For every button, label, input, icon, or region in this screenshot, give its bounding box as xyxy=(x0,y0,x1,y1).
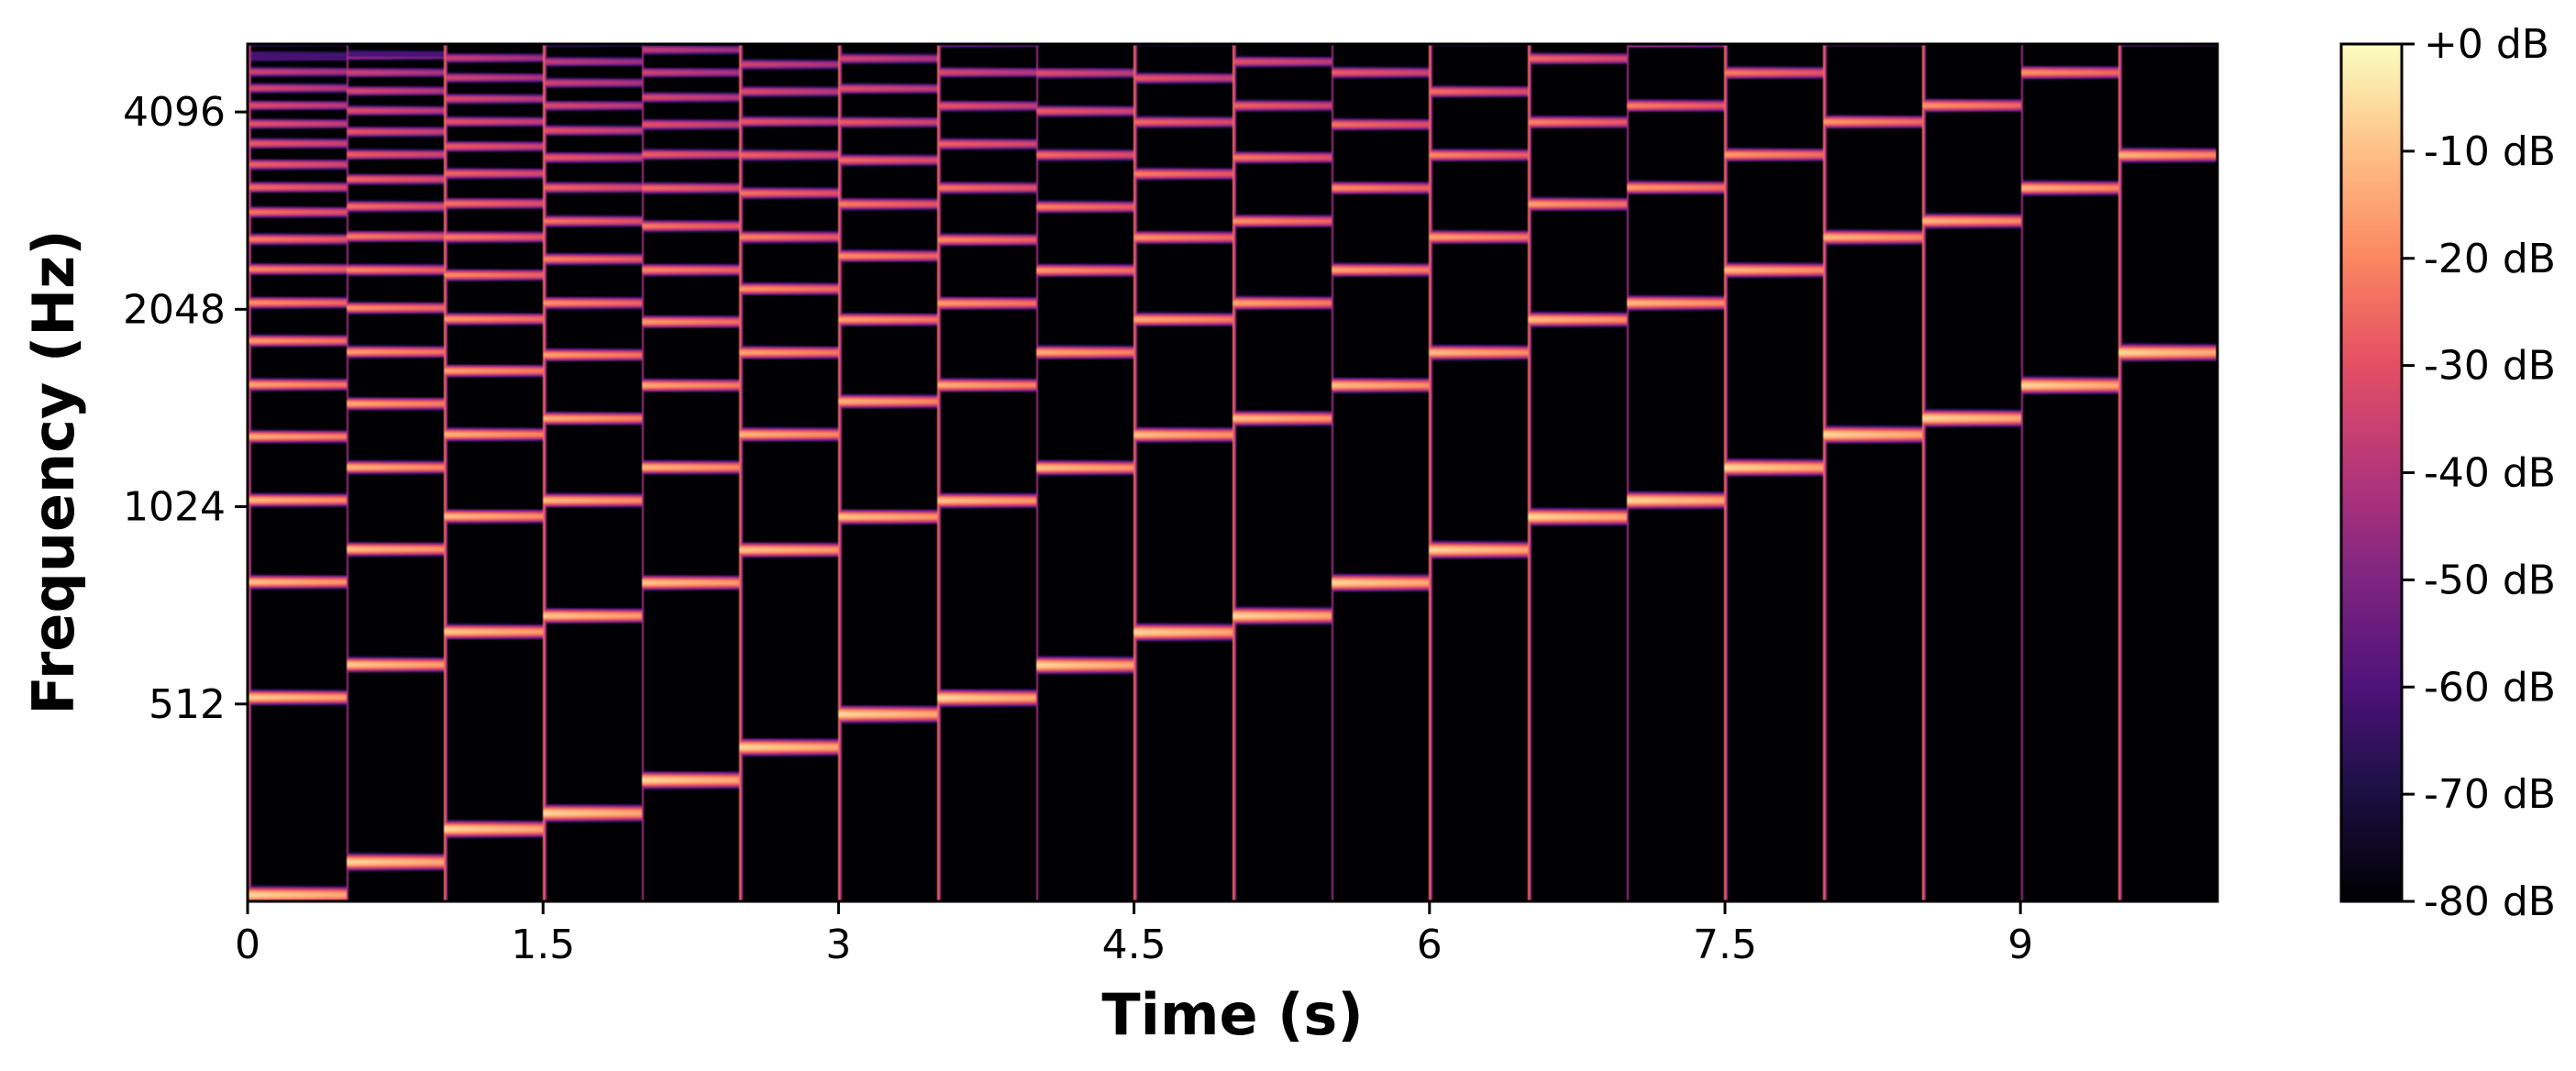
x-tick-label: 0 xyxy=(235,922,260,968)
x-tick-label: 7.5 xyxy=(1693,922,1757,968)
colorbar-tick-label: +0 dB xyxy=(2424,21,2549,68)
colorbar-tick-label: -60 dB xyxy=(2424,664,2556,711)
x-tick-label: 9 xyxy=(2007,922,2033,968)
y-tick-label: 1024 xyxy=(123,484,226,531)
colorbar-tick-label: -80 dB xyxy=(2424,878,2556,925)
colorbar-tick-label: -30 dB xyxy=(2424,343,2556,390)
colorbar-frame xyxy=(2339,42,2404,903)
colorbar-tick-label: -10 dB xyxy=(2424,128,2556,175)
x-tick-label: 4.5 xyxy=(1102,922,1166,968)
colorbar-ticks: +0 dB -10 dB -20 dB -30 dB -40 dB -50 dB -60 d… xyxy=(2402,21,2556,925)
plot-frame xyxy=(246,42,2219,903)
x-tick-label: 3 xyxy=(825,922,851,968)
colorbar-tick-label: -50 dB xyxy=(2424,557,2556,603)
colorbar-tick-label: -40 dB xyxy=(2424,450,2556,497)
x-axis-ticks: 0 1.5 3 4.5 6 7.5 9 xyxy=(235,901,2033,968)
colorbar-gradient xyxy=(2341,44,2402,901)
spectrogram-heatmap xyxy=(248,44,2217,901)
y-axis-title: Frequency (Hz) xyxy=(20,229,87,714)
x-axis-title: Time (s) xyxy=(1101,981,1363,1048)
y-tick-label: 512 xyxy=(149,681,226,728)
x-tick-label: 1.5 xyxy=(511,922,575,968)
colorbar-tick-label: -70 dB xyxy=(2424,771,2556,818)
y-axis-ticks: 512 1024 2048 4096 xyxy=(123,89,248,728)
colorbar-tick-label: -20 dB xyxy=(2424,236,2556,282)
y-tick-label: 2048 xyxy=(123,286,226,333)
y-tick-label: 4096 xyxy=(123,89,226,136)
x-tick-label: 6 xyxy=(1417,922,1443,968)
